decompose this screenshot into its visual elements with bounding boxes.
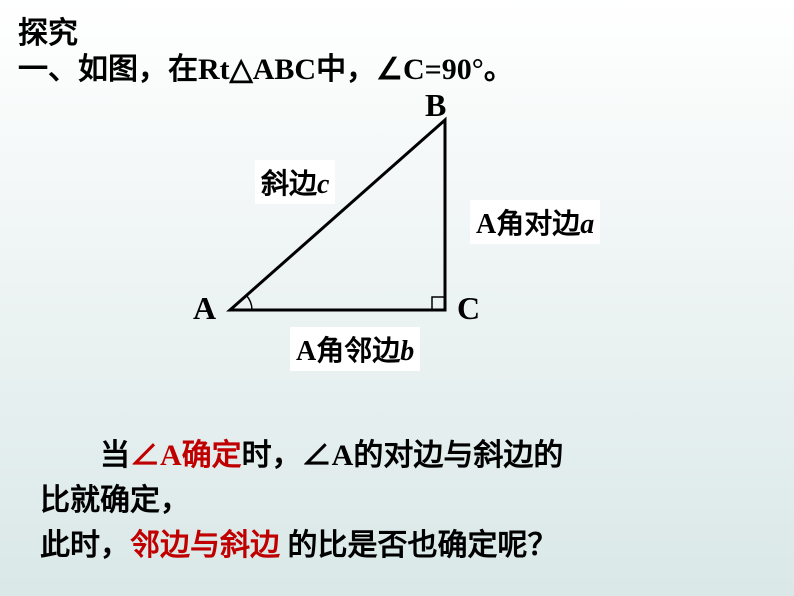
body-line-1: 当∠A确定时，∠A的对边与斜边的 bbox=[40, 435, 563, 477]
hypotenuse-text: 斜边 bbox=[261, 169, 317, 200]
vertex-b: B bbox=[425, 87, 446, 124]
vertex-c: C bbox=[457, 290, 480, 327]
title-line: 一、如图，在Rt△ABC中，∠C=90°。 bbox=[18, 44, 514, 88]
triangle-diagram: B A C 斜边c A角对边a A角邻边b bbox=[175, 95, 615, 370]
body-l3-a: 此时， bbox=[40, 529, 130, 562]
body-line-3: 此时，邻边与斜边 的比是否也确定呢？ bbox=[40, 525, 558, 567]
adjacent-var: b bbox=[400, 336, 414, 367]
right-angle-marker bbox=[432, 297, 445, 310]
vertex-a: A bbox=[193, 290, 216, 327]
triangle-shape bbox=[230, 120, 445, 310]
opposite-var: a bbox=[580, 209, 594, 240]
title-rt: Rt△ABC bbox=[198, 53, 316, 86]
angle-a-arc bbox=[246, 295, 252, 310]
title-angle: ∠C=90° bbox=[376, 53, 484, 86]
body-l3-b: 的比是否也确定呢？ bbox=[280, 529, 558, 562]
opposite-prefix: A bbox=[476, 209, 496, 240]
title-end: 。 bbox=[484, 53, 514, 86]
body-l1-indent: 当 bbox=[40, 439, 130, 472]
adjacent-text: 角邻边 bbox=[316, 336, 400, 367]
hypotenuse-var: c bbox=[317, 169, 329, 200]
hypotenuse-label: 斜边c bbox=[255, 160, 335, 204]
body-line-2: 比就确定， bbox=[40, 480, 190, 522]
title-prefix: 一、如图，在 bbox=[18, 53, 198, 86]
body-l3-red: 邻边与斜边 bbox=[130, 529, 280, 562]
adjacent-prefix: A bbox=[296, 336, 316, 367]
body-l1-rest: 时，∠A的对边与斜边的 bbox=[242, 439, 564, 472]
opposite-text: 角对边 bbox=[496, 209, 580, 240]
adjacent-label: A角邻边b bbox=[290, 327, 420, 371]
opposite-label: A角对边a bbox=[470, 200, 600, 244]
title-mid: 中， bbox=[316, 53, 376, 86]
body-l1-red: ∠A确定 bbox=[130, 439, 242, 472]
